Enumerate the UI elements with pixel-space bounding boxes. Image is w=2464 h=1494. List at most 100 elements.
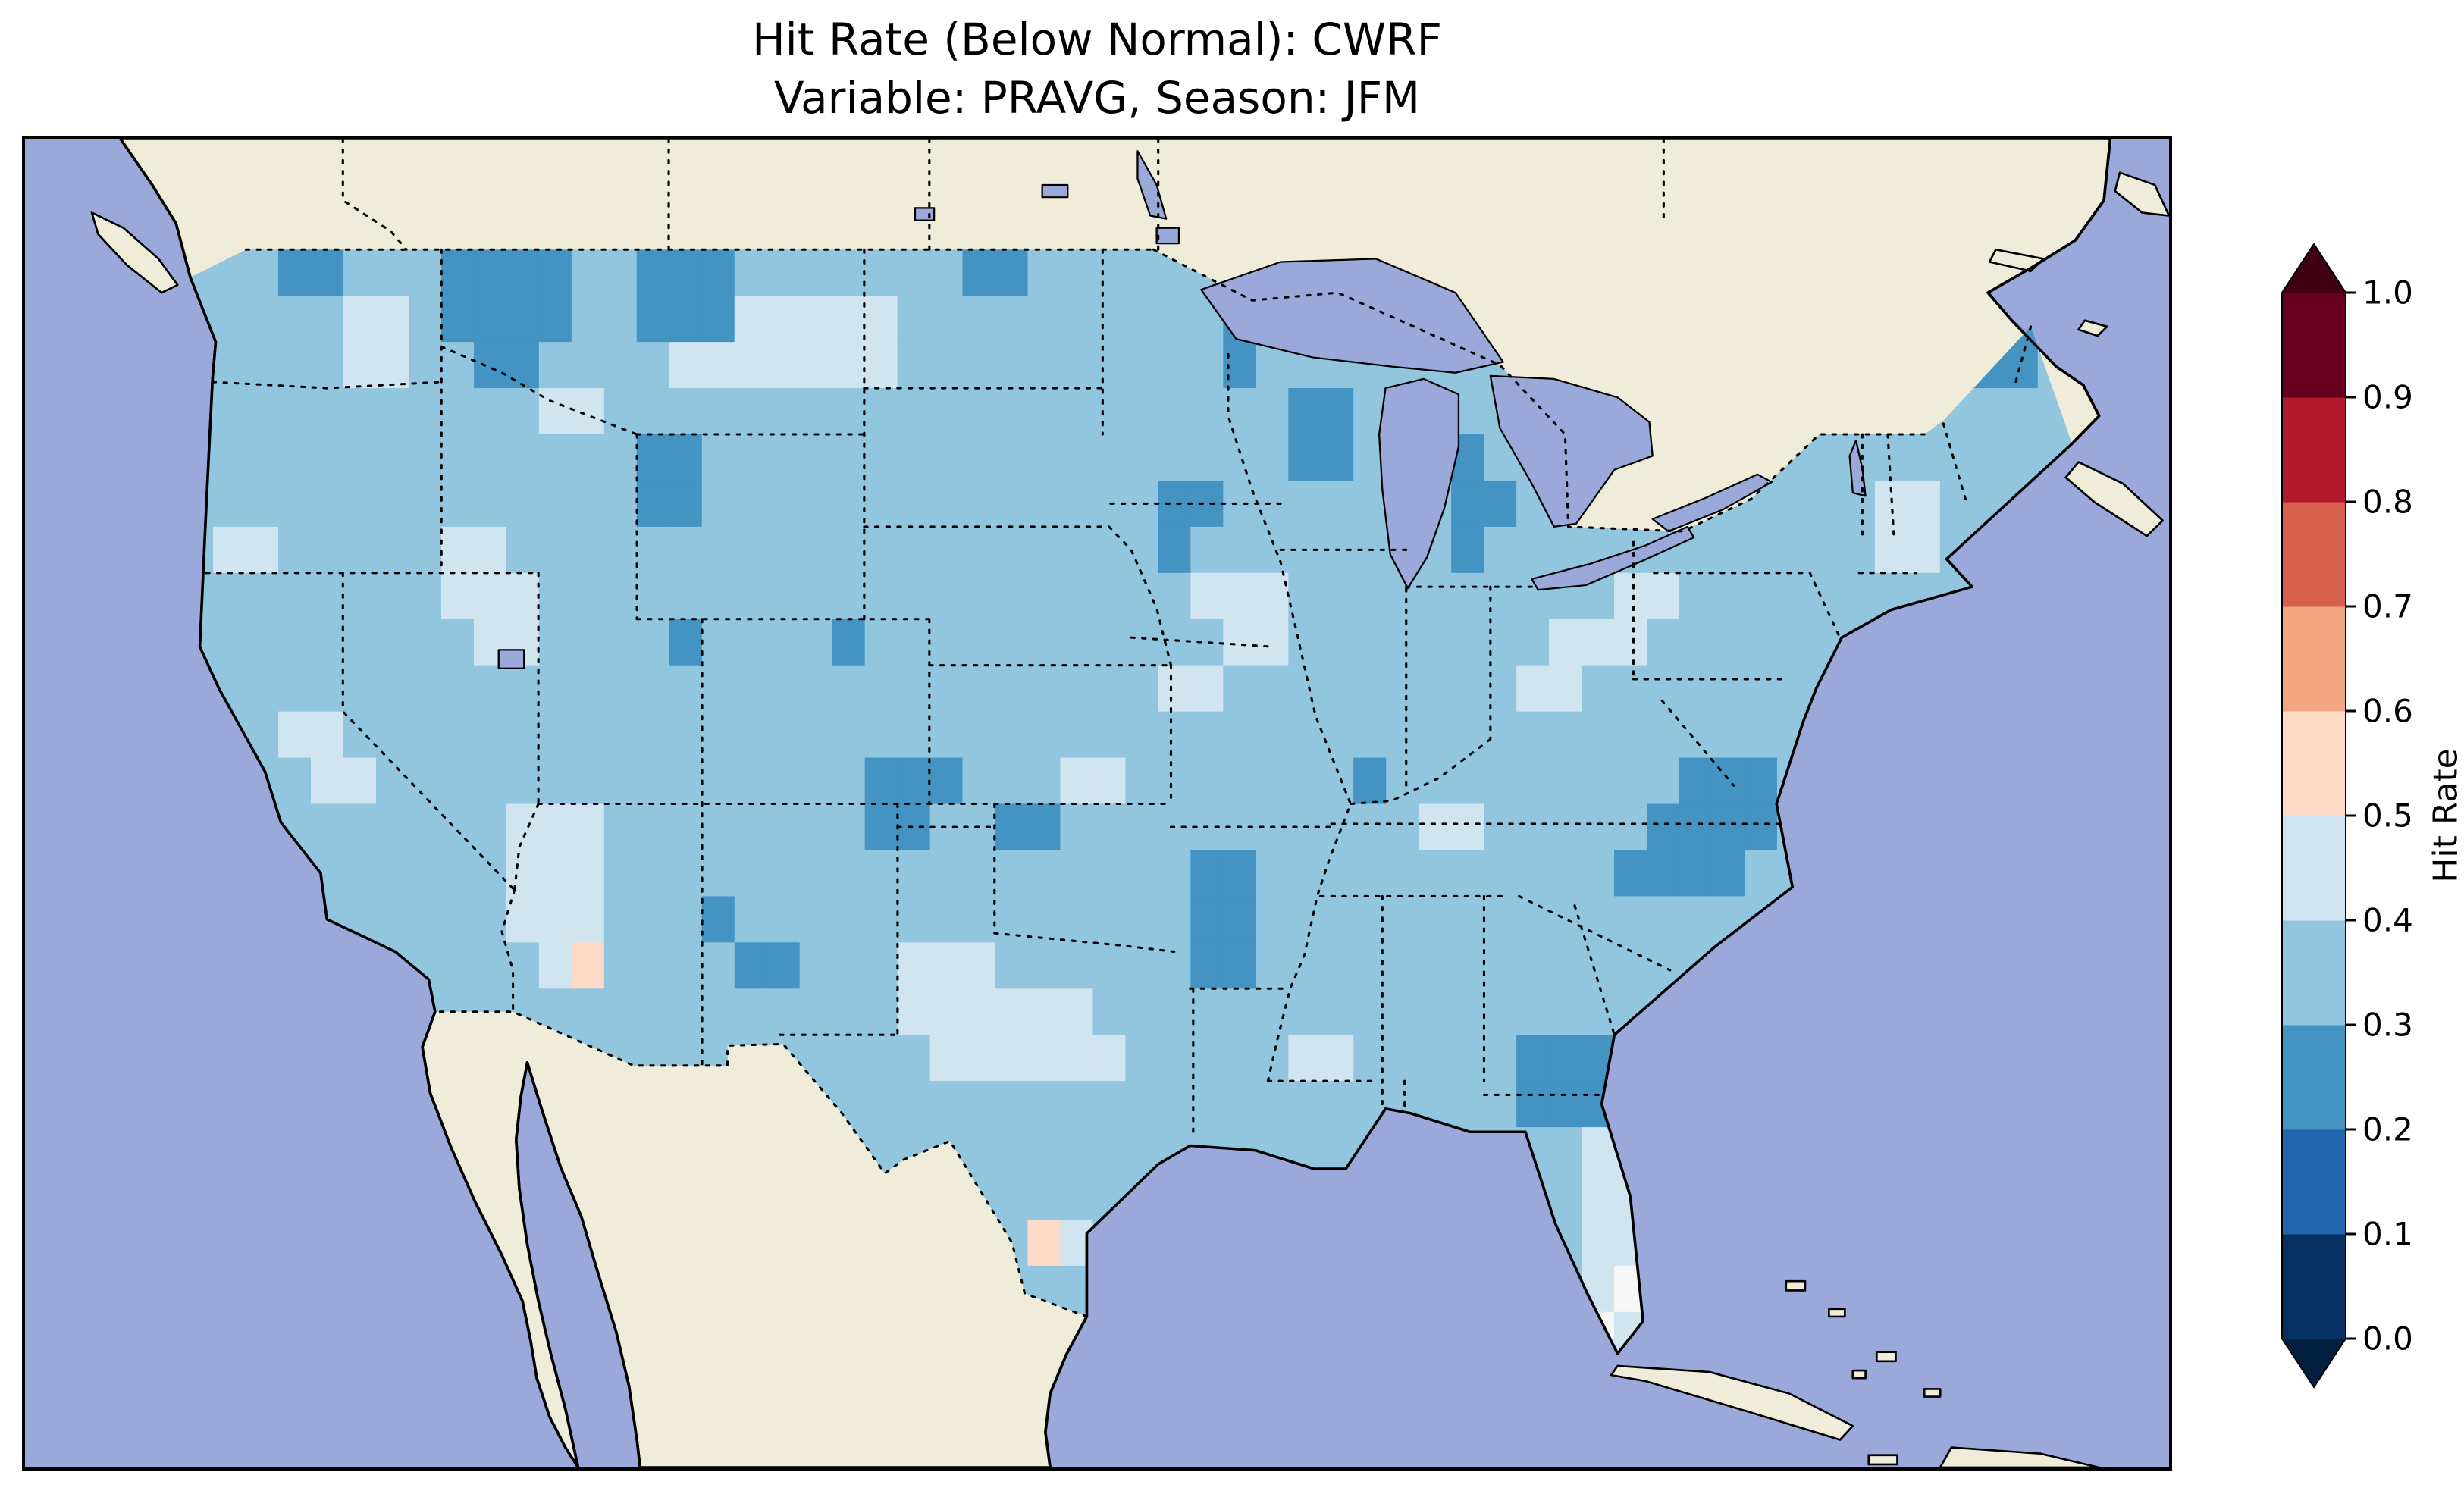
heatmap-cell — [1321, 665, 1354, 713]
heatmap-cell — [799, 572, 833, 620]
cuba — [1610, 1364, 1854, 1441]
heatmap-cell — [278, 619, 312, 666]
heatmap-cell — [669, 342, 703, 389]
heatmap-cell — [962, 942, 996, 989]
heatmap-cell — [1223, 434, 1256, 481]
us-map-canvas — [25, 139, 2169, 1467]
heatmap-cell — [734, 803, 768, 850]
heatmap-cell — [1027, 480, 1061, 528]
heatmap-cell — [1549, 526, 1582, 574]
heatmap-cell — [571, 942, 605, 989]
heatmap-cell — [1190, 619, 1224, 666]
heatmap-cell — [1549, 1081, 1582, 1128]
heatmap-cell — [1614, 572, 1647, 620]
heatmap-cell — [864, 388, 898, 435]
heatmap-cell — [799, 526, 833, 574]
heatmap-cell — [995, 480, 1029, 528]
heatmap-cell — [538, 572, 572, 620]
heatmap-cell — [375, 619, 409, 666]
heatmap-cell — [864, 850, 898, 897]
heatmap-cell — [864, 757, 898, 805]
heatmap-cell — [440, 434, 475, 481]
heatmap-cell — [636, 526, 670, 574]
heatmap-cell — [1125, 434, 1158, 481]
heatmap-cell — [897, 388, 931, 435]
heatmap-cell — [603, 388, 638, 435]
heatmap-cell — [995, 1127, 1029, 1174]
heatmap-cell — [1125, 803, 1158, 850]
heatmap-cell — [1386, 803, 1419, 850]
state-borders — [205, 248, 1969, 1141]
heatmap-cell — [1353, 757, 1387, 805]
heatmap-cell — [311, 388, 344, 435]
heatmap-cell — [1190, 896, 1224, 943]
heatmap-cell — [1484, 1035, 1517, 1082]
heatmap-cell — [1125, 757, 1158, 805]
heatmap-cell — [246, 572, 279, 620]
heatmap-cell — [408, 526, 442, 574]
heatmap-cell — [734, 850, 768, 897]
islands — [90, 171, 2169, 1467]
heatmap-cell — [1353, 942, 1387, 989]
heatmap-cell — [701, 388, 735, 435]
heatmap-cell — [473, 711, 507, 759]
heatmap-cell — [343, 342, 377, 389]
heatmap-cell — [1353, 572, 1387, 620]
heatmap-cell — [636, 942, 670, 989]
heatmap-cell — [408, 434, 442, 481]
heatmap-cell — [962, 757, 996, 805]
heatmap-cell — [669, 480, 703, 528]
heatmap-cell — [799, 896, 833, 943]
heatmap-cell — [506, 480, 540, 528]
heatmap-cell — [1190, 434, 1224, 481]
heatmap-cell — [1256, 850, 1289, 897]
heatmap-cell — [864, 296, 898, 343]
lakes — [497, 150, 1867, 669]
heatmap-cell — [213, 434, 246, 481]
heatmap-cell — [311, 480, 344, 528]
heatmap-cell — [1484, 942, 1517, 989]
colorbar-bin — [2282, 816, 2346, 921]
heatmap-cell — [1060, 850, 1093, 897]
heatmap-cell — [799, 342, 833, 389]
heatmap-cell — [1972, 434, 2006, 481]
heatmap-cell — [343, 619, 377, 666]
heatmap-cell — [246, 342, 279, 389]
heatmap-cell — [1288, 1081, 1321, 1128]
heatmap-cell — [962, 665, 996, 713]
heatmap-cell — [962, 850, 996, 897]
heatmap-cell — [1027, 249, 1061, 296]
heatmap-cell — [408, 296, 442, 343]
heatmap-cell — [1060, 619, 1093, 666]
heatmap-cell — [1223, 665, 1256, 713]
heatmap-cell — [1353, 711, 1387, 759]
heatmap-cell — [1516, 665, 1550, 713]
heatmap-cell — [734, 711, 768, 759]
heatmap-cell — [1288, 619, 1321, 666]
heatmap-cell — [669, 896, 703, 943]
heatmap-cell — [1288, 572, 1321, 620]
heatmap-cell — [962, 1127, 996, 1174]
heatmap-cell — [1060, 1081, 1093, 1128]
heatmap-cell — [1907, 434, 1941, 481]
heatmap-cell — [1321, 711, 1354, 759]
heatmap-cell — [375, 388, 409, 435]
heatmap-cell — [473, 480, 507, 528]
heatmap-cell — [995, 434, 1029, 481]
heatmap-cell — [1451, 942, 1484, 989]
heatmap-cell — [1582, 757, 1615, 805]
heatmap-cell — [2005, 434, 2039, 481]
heatmap-cell — [799, 480, 833, 528]
prince-edward-island — [2077, 319, 2108, 337]
heatmap-cell — [603, 434, 638, 481]
heatmap-cell — [766, 619, 801, 666]
heatmap-cell — [1582, 619, 1615, 666]
heatmap-cell — [1582, 1219, 1615, 1267]
heatmap-cell — [603, 757, 638, 805]
heatmap-cell — [701, 711, 735, 759]
heatmap-cell — [213, 342, 246, 389]
heatmap-cell — [766, 942, 801, 989]
canadian-lake — [914, 207, 936, 221]
heatmap-cell — [864, 942, 898, 989]
heatmap-cell — [995, 988, 1029, 1035]
